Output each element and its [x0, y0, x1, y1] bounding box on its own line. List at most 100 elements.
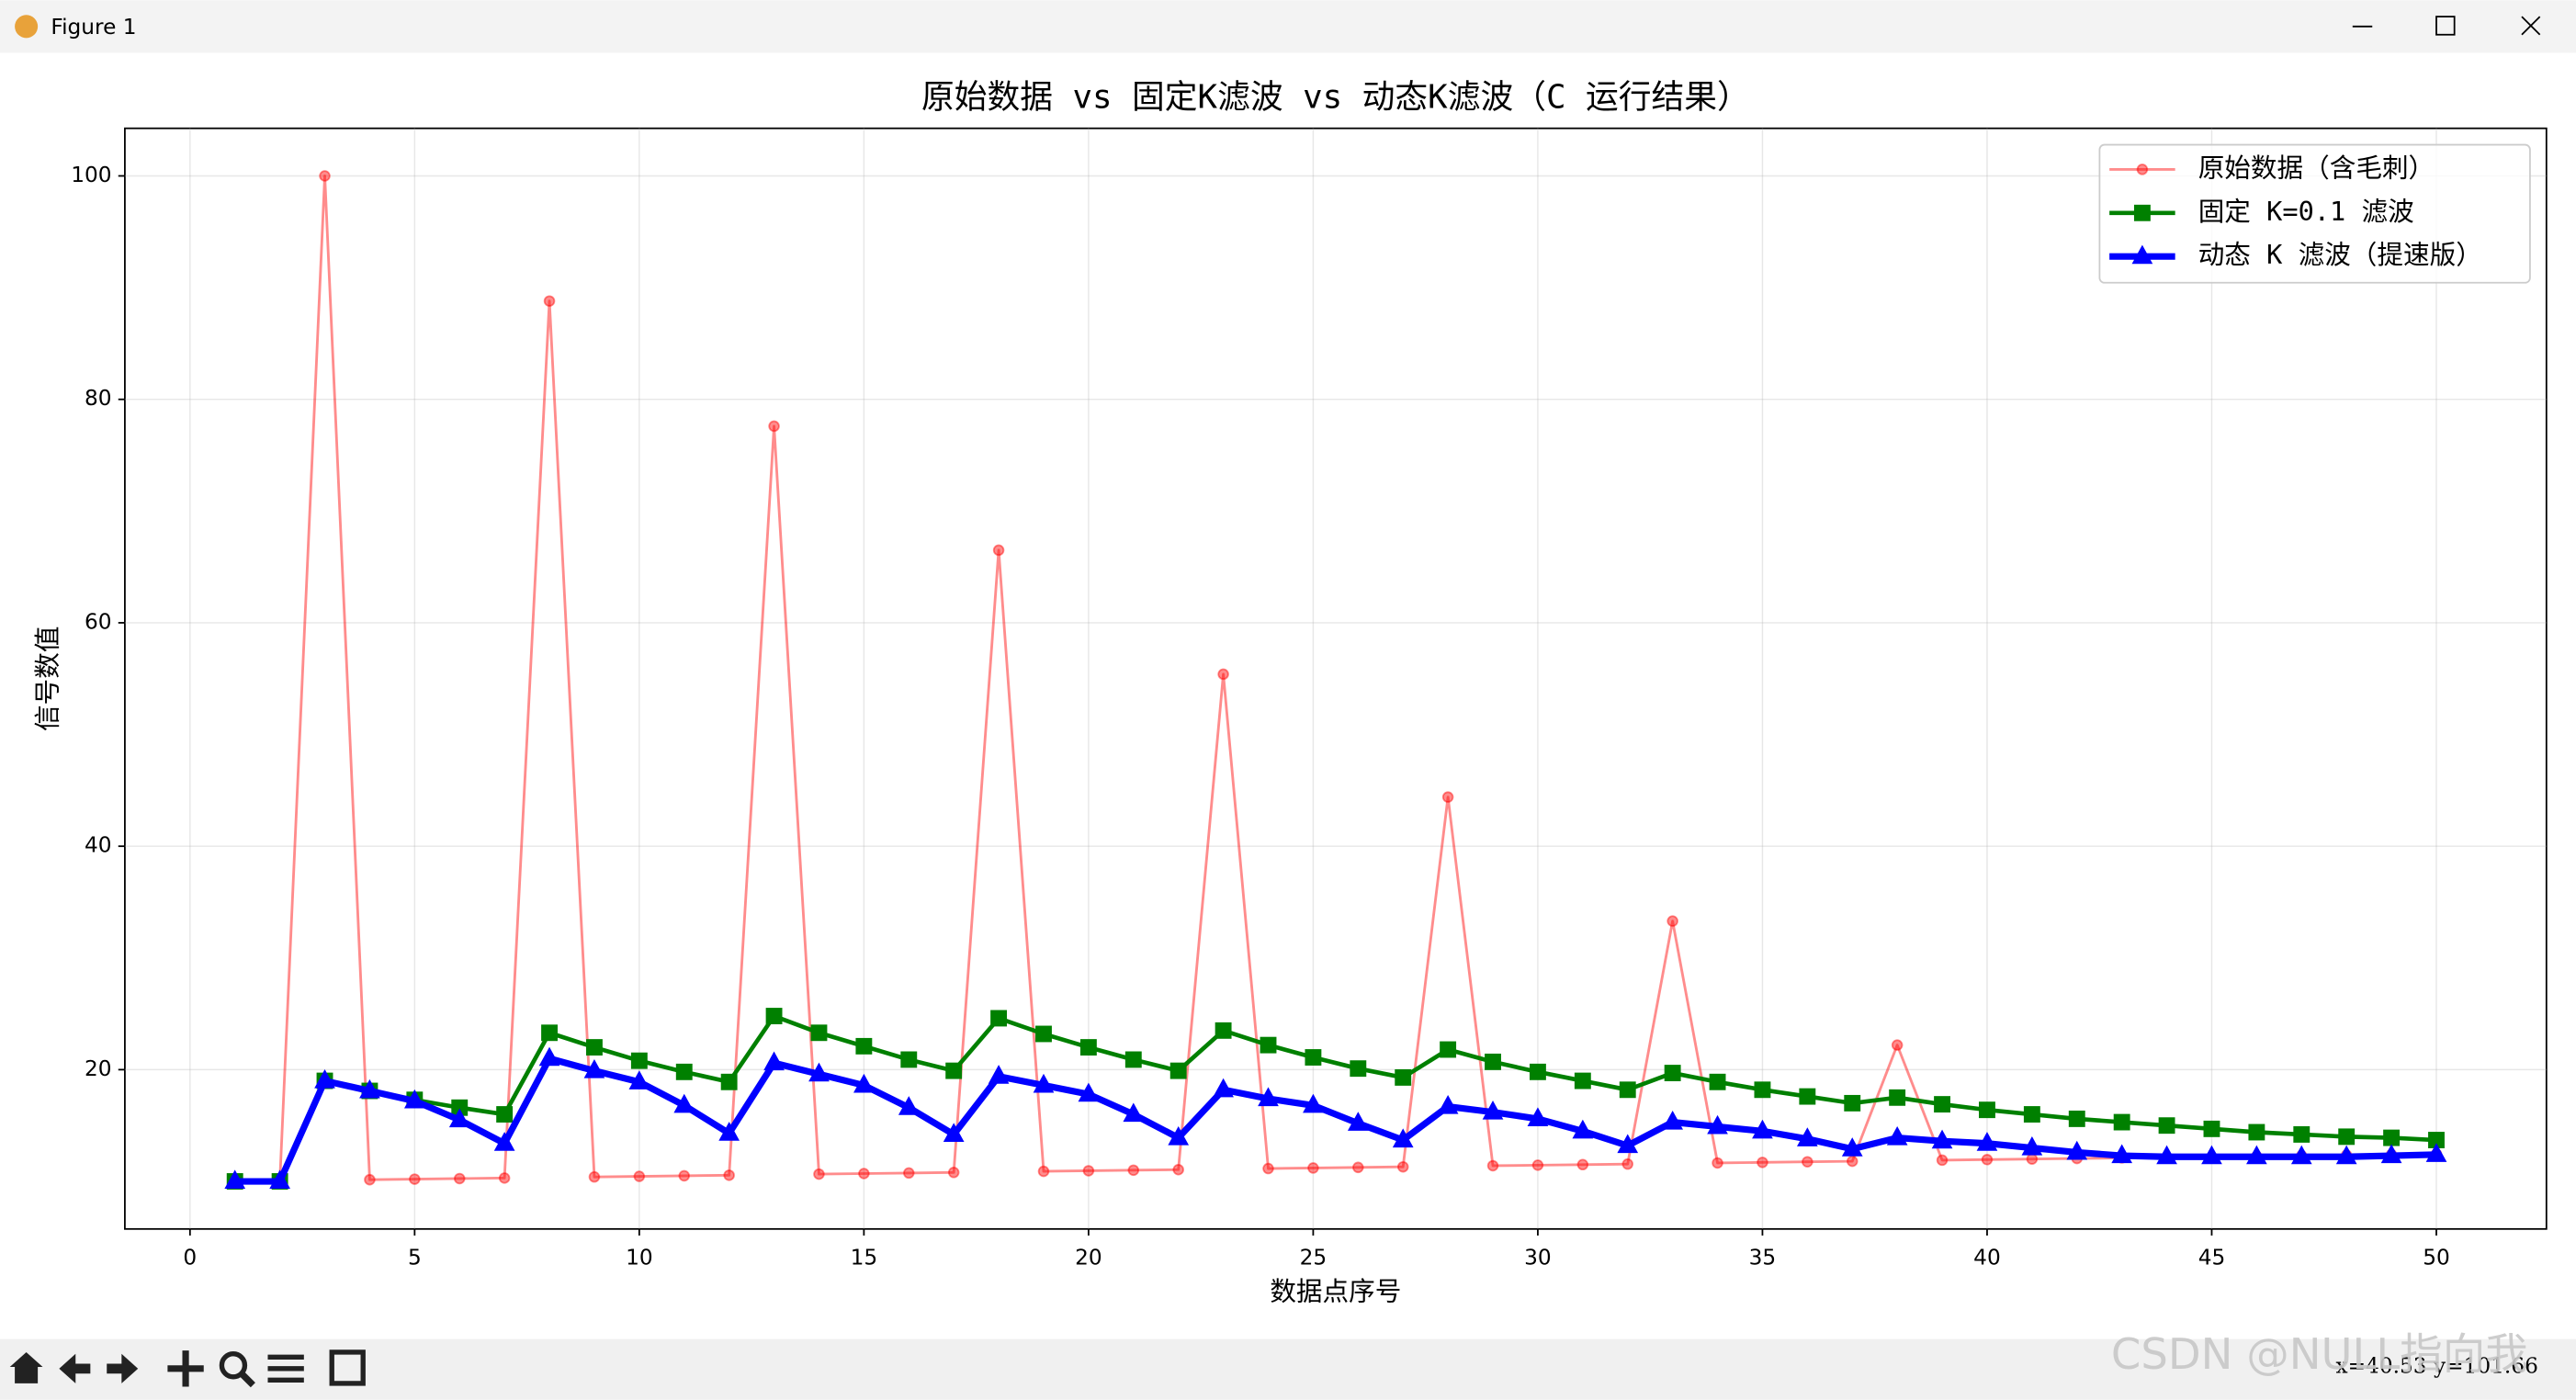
data-point: [1347, 1112, 1369, 1131]
data-point: [1485, 1053, 1501, 1070]
data-point: [2021, 1135, 2043, 1156]
data-point: [2068, 1110, 2085, 1127]
maximize-button[interactable]: [2435, 16, 2456, 36]
data-point: [1976, 1132, 1998, 1151]
data-point: [1350, 1060, 1367, 1078]
legend-marker: [2133, 204, 2151, 221]
data-point: [628, 1070, 650, 1090]
x-axis-label: 数据点序号: [1270, 1276, 1401, 1307]
data-point: [1169, 1062, 1187, 1079]
x-tick-label: 30: [1524, 1246, 1552, 1270]
data-point: [269, 1169, 290, 1190]
close-button[interactable]: [2521, 16, 2541, 36]
data-point: [2290, 1145, 2312, 1165]
data-point: [1664, 1065, 1681, 1081]
data-point: [1981, 1154, 1994, 1166]
back-button[interactable]: [59, 1353, 91, 1383]
x-tick-label: 15: [851, 1246, 878, 1270]
data-point: [947, 1167, 960, 1179]
data-point: [1531, 1159, 1544, 1171]
data-point: [1754, 1081, 1771, 1099]
data-point: [2248, 1123, 2265, 1141]
data-point: [1886, 1126, 1908, 1146]
data-point: [1262, 1162, 1274, 1175]
data-point: [1891, 1039, 1904, 1051]
data-point: [2111, 1144, 2133, 1164]
data-point: [359, 1078, 380, 1099]
data-point: [2113, 1113, 2130, 1131]
data-point: [1757, 1157, 1768, 1169]
data-point: [543, 295, 556, 307]
data-point: [945, 1062, 963, 1079]
legend-label: 动态 K 滤波（提速版）: [2198, 239, 2482, 270]
plot-area: [124, 127, 2548, 1230]
data-point: [1574, 1072, 1591, 1090]
data-point: [1846, 1155, 1859, 1168]
pan-button[interactable]: [167, 1350, 204, 1387]
data-point: [2156, 1145, 2177, 1165]
data-point: [723, 1169, 735, 1181]
home-button[interactable]: [9, 1351, 43, 1383]
y-axis-label: 信号数值: [32, 627, 63, 731]
data-point: [586, 1039, 603, 1056]
zoom-button[interactable]: [219, 1351, 255, 1388]
data-point: [1712, 1157, 1723, 1169]
data-point: [1841, 1137, 1863, 1157]
data-point: [988, 1065, 1010, 1084]
data-point: [583, 1059, 605, 1078]
data-point: [1213, 1078, 1234, 1098]
x-tick-label: 25: [1300, 1246, 1328, 1270]
toolbar: [0, 1338, 2576, 1400]
legend-marker: [2131, 244, 2153, 265]
y-tick-label: 60: [85, 609, 112, 634]
data-point: [1619, 1081, 1636, 1099]
data-point: [808, 1062, 830, 1082]
x-tick-label: 0: [183, 1246, 197, 1270]
legend-marker: [2136, 164, 2149, 175]
legend-label: 固定 K=0.1 滤波: [2198, 196, 2414, 227]
data-point: [1572, 1119, 1594, 1139]
data-point: [1527, 1107, 1549, 1126]
data-point: [2380, 1144, 2402, 1164]
data-point: [364, 1173, 376, 1186]
save-button[interactable]: [329, 1349, 366, 1386]
app-icon: [15, 15, 39, 39]
data-point: [720, 1073, 738, 1090]
x-tick-label: 35: [1749, 1246, 1777, 1270]
data-point: [898, 1096, 920, 1115]
data-point: [633, 1170, 646, 1182]
data-point: [2203, 1120, 2220, 1137]
data-point: [1168, 1126, 1190, 1146]
data-point: [2425, 1143, 2447, 1162]
data-point: [1079, 1039, 1097, 1056]
data-point: [718, 1122, 740, 1141]
data-point: [673, 1093, 695, 1113]
x-tick-label: 20: [1075, 1246, 1102, 1270]
data-point: [1395, 1068, 1412, 1086]
legend-label: 原始数据（含毛刺）: [2198, 152, 2435, 183]
x-tick-label: 10: [626, 1246, 653, 1270]
data-point: [1752, 1119, 1773, 1139]
data-point: [1799, 1088, 1816, 1105]
y-tick-label: 100: [71, 163, 111, 187]
data-point: [630, 1052, 648, 1069]
data-point: [2383, 1129, 2401, 1146]
x-tick-label: 5: [408, 1246, 422, 1270]
data-point: [1033, 1073, 1055, 1093]
data-point: [1441, 791, 1454, 803]
data-point: [1936, 1154, 1949, 1167]
window-title: Figure 1: [51, 15, 136, 40]
x-tick-label: 40: [1973, 1246, 2001, 1270]
data-point: [403, 1089, 425, 1109]
status-coordinates: x=40.53 y=101.66: [2335, 1354, 2537, 1379]
data-point: [1217, 668, 1229, 681]
data-point: [853, 1073, 875, 1093]
data-point: [855, 1037, 873, 1055]
configure-button[interactable]: [267, 1354, 304, 1383]
forward-button[interactable]: [107, 1353, 139, 1383]
data-point: [1621, 1157, 1633, 1170]
data-point: [496, 1106, 514, 1123]
legend-box: [2098, 143, 2531, 284]
